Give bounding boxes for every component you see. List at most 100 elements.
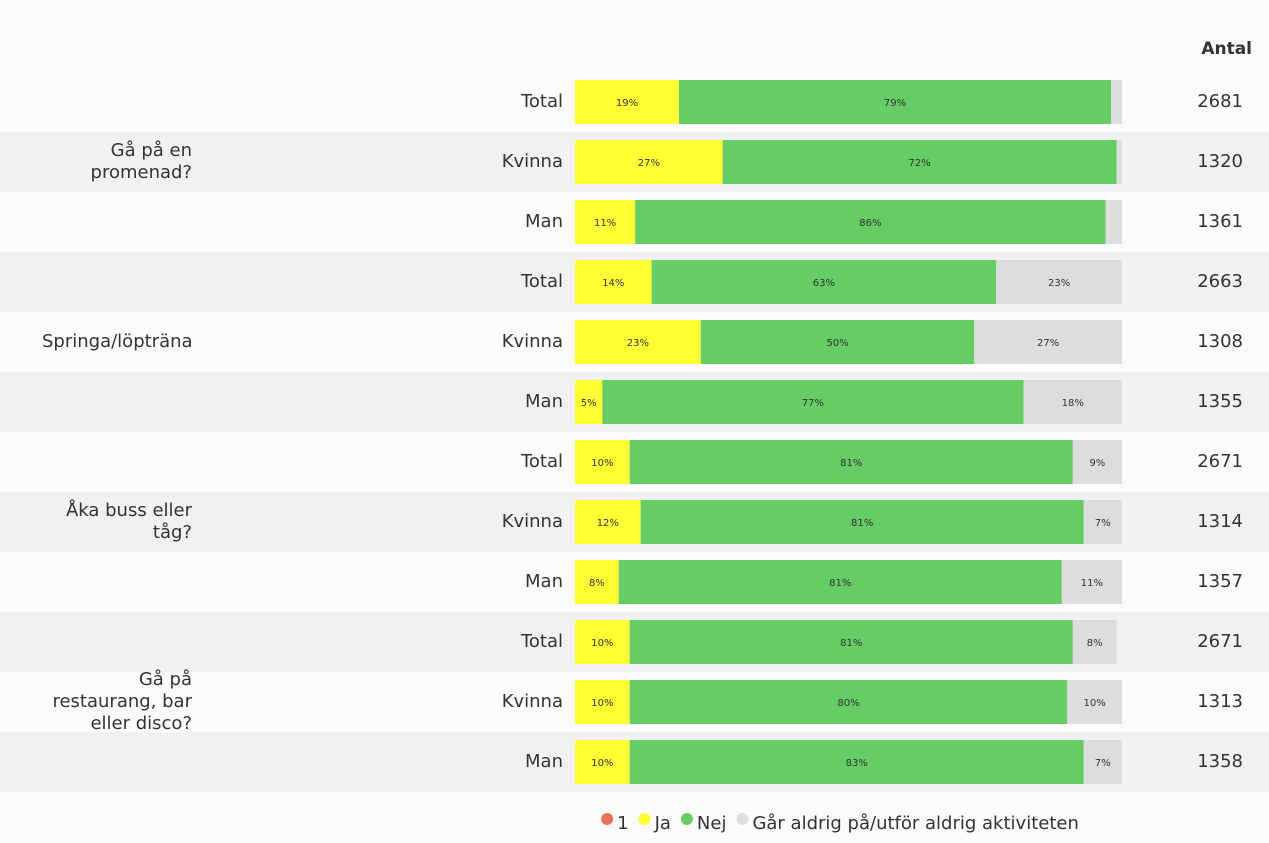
- value-label: 19%: [616, 98, 638, 109]
- category-label: Kvinna: [502, 331, 563, 352]
- legend-marker: [638, 813, 651, 825]
- antal-title: Antal: [1201, 39, 1252, 59]
- antal-value: 1314: [1197, 511, 1243, 532]
- bar-segment: [1023, 380, 1122, 424]
- bar-segment: [678, 80, 1112, 124]
- category-label: Kvinna: [502, 691, 563, 712]
- value-label: 86%: [859, 218, 881, 229]
- bar-segment: [629, 440, 1073, 484]
- bar-segment: [1072, 620, 1117, 664]
- bar-segment: [602, 380, 1024, 424]
- bar-segment: [575, 620, 630, 664]
- bar-segment: [1061, 560, 1122, 604]
- bar-segment: [575, 80, 679, 124]
- group-label: Gå på en promenad?: [90, 140, 192, 183]
- bar-segment: [575, 500, 641, 544]
- legend-label: Går aldrig på/utför aldrig aktiviteten: [752, 813, 1078, 834]
- value-label: 79%: [884, 98, 906, 109]
- category-label: Man: [525, 571, 563, 592]
- bar-segment: [640, 500, 1084, 544]
- antal-value: 1355: [1197, 391, 1243, 412]
- value-label: 50%: [826, 338, 848, 349]
- bar-segment: [575, 260, 652, 304]
- bar-segment: [575, 380, 603, 424]
- value-label: 63%: [813, 278, 835, 289]
- value-label: 72%: [908, 158, 930, 169]
- bar-segment: [575, 560, 619, 604]
- value-label: 10%: [591, 698, 613, 709]
- group-label: Springa/löpträna: [42, 331, 193, 352]
- value-label: 83%: [846, 758, 868, 769]
- value-label: 81%: [840, 638, 862, 649]
- bar-segment: [629, 740, 1084, 784]
- category-label: Total: [520, 451, 563, 472]
- value-label: 9%: [1089, 458, 1105, 469]
- bar-segment: [996, 260, 1122, 304]
- bar-segment: [1116, 140, 1122, 184]
- value-label: 10%: [1084, 698, 1106, 709]
- value-label: 10%: [591, 638, 613, 649]
- value-label: 8%: [1087, 638, 1103, 649]
- value-label: 23%: [627, 338, 649, 349]
- bar-segment: [1083, 500, 1122, 544]
- value-label: 8%: [589, 578, 605, 589]
- bar-segment: [1072, 440, 1122, 484]
- value-label: 5%: [581, 398, 597, 409]
- legend-marker: [680, 813, 693, 825]
- bar-segment: [722, 140, 1117, 184]
- value-label: 14%: [602, 278, 624, 289]
- value-label: 77%: [802, 398, 824, 409]
- legend-label: Ja: [654, 813, 671, 834]
- value-label: 80%: [837, 698, 859, 709]
- antal-value: 1308: [1197, 331, 1243, 352]
- bar-segment: [635, 200, 1106, 244]
- category-label: Total: [520, 91, 563, 112]
- group-label: Åka buss eller tåg?: [65, 500, 192, 543]
- antal-value: 1357: [1197, 571, 1243, 592]
- antal-value: 1320: [1197, 151, 1243, 172]
- value-label: 12%: [597, 518, 619, 529]
- group-label: Gå på restaurang, bar eller disco?: [52, 669, 192, 734]
- value-label: 81%: [840, 458, 862, 469]
- value-label: 81%: [851, 518, 873, 529]
- bar-segment: [575, 200, 636, 244]
- bar-segment: [575, 320, 701, 364]
- antal-value: 2671: [1197, 451, 1243, 472]
- antal-value: 1361: [1197, 211, 1243, 232]
- bar-segment: [575, 680, 630, 724]
- category-label: Total: [520, 631, 563, 652]
- legend-label: 1: [617, 813, 628, 834]
- bar-segment: [575, 440, 630, 484]
- antal-value: 2681: [1197, 91, 1243, 112]
- value-label: 10%: [591, 758, 613, 769]
- bar-segment: [974, 320, 1122, 364]
- bar-segment: [575, 140, 723, 184]
- bar-segment: [629, 620, 1073, 664]
- value-label: 7%: [1095, 758, 1111, 769]
- bar-segment: [575, 740, 630, 784]
- bar-segment: [700, 320, 975, 364]
- legend-marker: [601, 813, 614, 825]
- value-label: 23%: [1048, 278, 1070, 289]
- bar-segment: [629, 680, 1068, 724]
- legend-label: Nej: [697, 813, 727, 834]
- category-label: Total: [520, 271, 563, 292]
- antal-value: 1358: [1197, 751, 1243, 772]
- bar-segment: [618, 560, 1062, 604]
- category-label: Man: [525, 211, 563, 232]
- antal-value: 2663: [1197, 271, 1243, 292]
- antal-value: 2671: [1197, 631, 1243, 652]
- legend-marker: [736, 813, 749, 825]
- value-label: 10%: [591, 458, 613, 469]
- value-label: 27%: [1037, 338, 1059, 349]
- value-label: 11%: [594, 218, 616, 229]
- value-label: 18%: [1062, 398, 1084, 409]
- category-label: Kvinna: [502, 151, 563, 172]
- value-label: 11%: [1081, 578, 1103, 589]
- bar-segment: [1111, 80, 1122, 124]
- value-label: 81%: [829, 578, 851, 589]
- antal-value: 1313: [1197, 691, 1243, 712]
- category-label: Man: [525, 751, 563, 772]
